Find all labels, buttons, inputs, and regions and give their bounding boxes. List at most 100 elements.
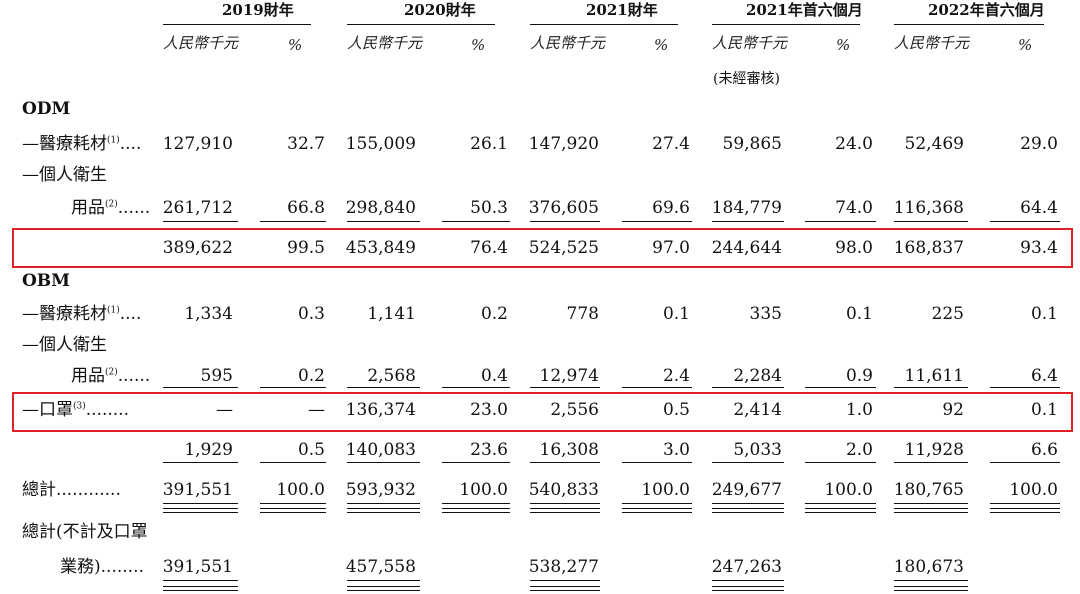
double-rule <box>347 512 420 513</box>
header-underline <box>163 24 311 25</box>
double-rule <box>622 508 692 509</box>
cell-total-4: 540,833 <box>528 480 599 500</box>
cell-odm-hygiene-5: 69.6 <box>652 198 690 218</box>
cell-obm-hygiene-0: 595 <box>200 366 233 386</box>
single-rule <box>442 387 510 388</box>
cell-total-7: 100.0 <box>824 480 873 500</box>
cell-obm-mask-8: 92 <box>942 400 964 420</box>
percent-label: % <box>288 36 303 54</box>
cell-obm-subtotal-4: 16,308 <box>539 440 599 460</box>
header-underline <box>347 24 495 25</box>
cell-obm-subtotal-7: 2.0 <box>845 440 873 460</box>
cell-odm-subtotal-9: 93.4 <box>1020 238 1058 258</box>
cell-obm-mask-1: — <box>308 400 325 420</box>
row-label-obm-mask: —口罩(3)........ <box>22 400 129 420</box>
single-rule <box>805 221 876 222</box>
cell-odm-hygiene-7: 74.0 <box>835 198 873 218</box>
single-rule <box>712 580 784 581</box>
unaudited-note: (未經審核) <box>713 71 780 87</box>
single-rule <box>530 503 600 504</box>
single-rule <box>260 503 326 504</box>
single-rule <box>347 387 420 388</box>
single-rule <box>163 580 238 581</box>
cell-odm-hygiene-1: 66.8 <box>287 198 325 218</box>
single-rule <box>347 503 420 504</box>
cell-odm-hygiene-2: 298,840 <box>345 198 416 218</box>
single-rule <box>894 387 968 388</box>
cell-odm-hygiene-4: 376,605 <box>528 198 599 218</box>
col-header-2020: 2020財年 <box>404 1 476 19</box>
header-underline <box>894 24 1044 25</box>
row-label-total-excl-mask: 業務)........ <box>60 557 144 577</box>
row-label-obm-hygiene-line1: —個人衛生 <box>22 335 107 355</box>
single-rule <box>530 221 600 222</box>
single-rule <box>347 221 420 222</box>
cell-odm-subtotal-0: 389,622 <box>162 238 233 258</box>
double-rule <box>530 508 600 509</box>
highlight-box-odm-subtotal <box>12 228 1073 268</box>
cell-odm-medical-9: 29.0 <box>1020 134 1058 154</box>
double-rule <box>990 512 1060 513</box>
cell-odm-hygiene-3: 50.3 <box>470 198 508 218</box>
col-header-2021: 2021財年 <box>586 1 658 19</box>
single-rule <box>442 221 510 222</box>
percent-label: % <box>471 36 486 54</box>
cell-obm-hygiene-7: 0.9 <box>845 366 873 386</box>
cell-odm-medical-3: 26.1 <box>470 134 508 154</box>
cell-odm-subtotal-3: 76.4 <box>470 238 508 258</box>
cell-odm-hygiene-8: 116,368 <box>893 198 964 218</box>
single-rule <box>163 387 238 388</box>
unit-label: 人民幣千元 <box>347 34 423 52</box>
percent-label: % <box>1018 36 1033 54</box>
cell-total-3: 100.0 <box>459 480 508 500</box>
cell-obm-subtotal-6: 5,033 <box>733 440 782 460</box>
double-rule <box>260 508 326 509</box>
double-rule <box>712 586 784 587</box>
double-rule <box>712 590 784 591</box>
header-underline <box>530 24 678 25</box>
single-rule <box>622 462 692 463</box>
double-rule <box>260 512 326 513</box>
unit-label: 人民幣千元 <box>712 34 788 52</box>
single-rule <box>530 462 600 463</box>
double-rule <box>712 508 784 509</box>
single-rule <box>894 462 968 463</box>
cell-obm-mask-6: 2,414 <box>733 400 782 420</box>
cell-obm-medical-1: 0.3 <box>297 304 325 324</box>
single-rule <box>530 387 600 388</box>
section-obm: OBM <box>22 271 70 291</box>
double-rule <box>530 512 600 513</box>
double-rule <box>163 590 238 591</box>
cell-obm-subtotal-5: 3.0 <box>662 440 690 460</box>
single-rule <box>894 503 968 504</box>
row-label-total-excl-mask-line1: 總計(不計及口罩 <box>22 522 148 542</box>
single-rule <box>712 387 784 388</box>
cell-obm-medical-7: 0.1 <box>845 304 873 324</box>
double-rule <box>894 512 968 513</box>
single-rule <box>347 580 420 581</box>
single-rule <box>990 503 1060 504</box>
cell-total-excl-mask-4: 538,277 <box>528 557 599 577</box>
cell-obm-mask-9: 0.1 <box>1030 400 1058 420</box>
single-rule <box>894 221 968 222</box>
cell-total-excl-mask-6: 247,263 <box>711 557 782 577</box>
cell-obm-hygiene-8: 11,611 <box>904 366 964 386</box>
cell-obm-medical-3: 0.2 <box>480 304 508 324</box>
single-rule <box>805 503 876 504</box>
percent-label: % <box>836 36 851 54</box>
double-rule <box>442 512 510 513</box>
single-rule <box>163 221 238 222</box>
double-rule <box>163 586 238 587</box>
col-header-2019: 2019財年 <box>222 1 294 19</box>
single-rule <box>712 462 784 463</box>
single-rule <box>442 462 510 463</box>
row-label-odm-hygiene: 用品(2)...... <box>71 198 151 218</box>
cell-obm-subtotal-2: 140,083 <box>345 440 416 460</box>
col-header-2021-h1: 2021年首六個月 <box>746 1 863 19</box>
single-rule <box>712 221 784 222</box>
cell-total-2: 593,932 <box>345 480 416 500</box>
double-rule <box>805 508 876 509</box>
single-rule <box>990 462 1060 463</box>
double-rule <box>347 586 420 587</box>
cell-obm-hygiene-6: 2,284 <box>733 366 782 386</box>
